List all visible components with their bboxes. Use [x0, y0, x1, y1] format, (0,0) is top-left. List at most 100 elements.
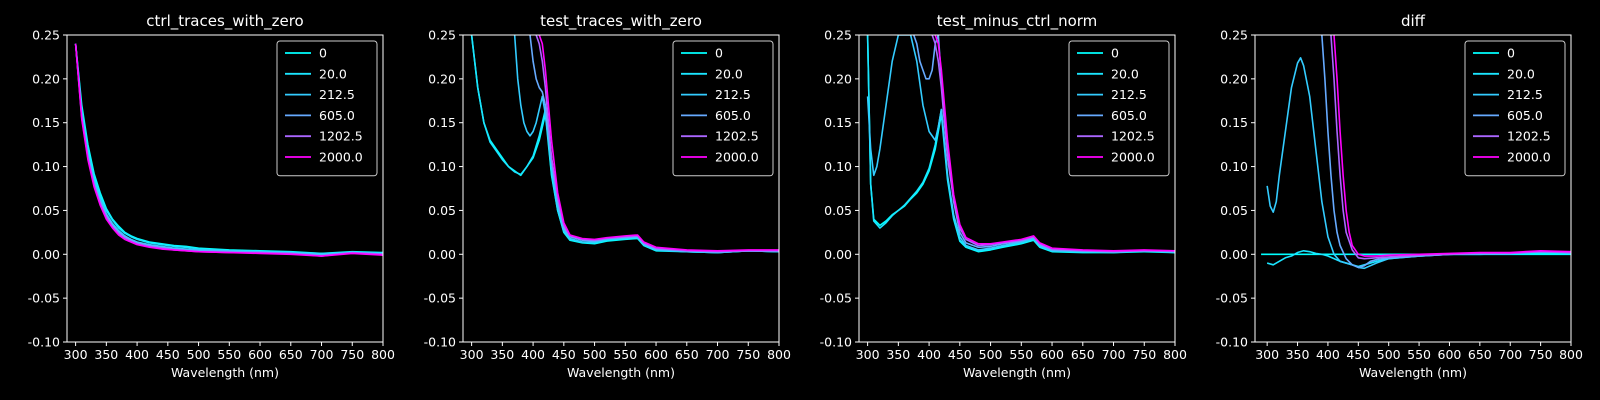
- x-tick-label: 650: [1468, 347, 1492, 362]
- y-tick-label: 0.20: [1220, 71, 1248, 86]
- x-tick-label: 700: [706, 347, 730, 362]
- chart-panel: 300 350 400 450 500 550 600 650 700 750 800 -0.10 -0…: [1216, 12, 1583, 380]
- y-tick-label: 0.05: [32, 203, 60, 218]
- x-tick-label: 500: [187, 347, 211, 362]
- y-tick-label: 0.15: [824, 115, 852, 130]
- series-line-5: [934, 35, 1175, 252]
- x-tick-label: 700: [1102, 347, 1126, 362]
- y-tick-label: 0.10: [824, 159, 852, 174]
- series-line-4: [1330, 35, 1571, 260]
- series-line-5: [1333, 35, 1571, 257]
- series-line-4: [931, 35, 1175, 253]
- x-tick-label: 750: [1132, 347, 1156, 362]
- y-tick-label: 0.15: [428, 115, 456, 130]
- y-tick-label: -0.10: [424, 335, 456, 350]
- legend-label: 0: [1507, 46, 1515, 61]
- y-tick-label: 0.05: [824, 203, 852, 218]
- x-tick-label: 450: [948, 347, 972, 362]
- series-lines: [866, 35, 1175, 254]
- y-tick-label: 0.25: [428, 28, 456, 43]
- x-tick-label: 750: [340, 347, 364, 362]
- y-tick-label: -0.10: [820, 335, 852, 350]
- legend: 0 20.0 212.5 605.0 1202.5 2000.0: [1464, 40, 1566, 177]
- legend-label: 212.5: [319, 87, 355, 102]
- legend-label: 2000.0: [1507, 150, 1551, 165]
- series-lines: [470, 35, 779, 254]
- x-tick-label: 650: [675, 347, 699, 362]
- x-tick-label: 550: [1009, 347, 1033, 362]
- x-tick-label: 400: [917, 347, 941, 362]
- legend-label: 605.0: [319, 108, 355, 123]
- series-line-4: [535, 35, 779, 253]
- legend-label: 20.0: [319, 66, 347, 81]
- x-tick-label: 500: [1377, 347, 1401, 362]
- chart-title: diff: [1401, 12, 1426, 30]
- legend-label: 0: [715, 46, 723, 61]
- x-tick-label: 350: [886, 347, 910, 362]
- x-axis-label: Wavelength (nm): [963, 365, 1071, 380]
- x-tick-label: 400: [1316, 347, 1340, 362]
- legend-label: 605.0: [1507, 108, 1543, 123]
- legend-label: 212.5: [1111, 87, 1147, 102]
- y-tick-label: 0.00: [1220, 247, 1248, 262]
- axes-frame: [1254, 34, 1572, 343]
- chart-title: ctrl_traces_with_zero: [146, 12, 303, 31]
- x-tick-label: 350: [1286, 347, 1310, 362]
- axes-frame: [66, 34, 384, 343]
- x-tick-label: 350: [490, 347, 514, 362]
- x-tick-label: 450: [552, 347, 576, 362]
- legend-label: 605.0: [715, 108, 751, 123]
- x-tick-label: 550: [1407, 347, 1431, 362]
- y-tick-label: 0.10: [428, 159, 456, 174]
- chart-panel: 300 350 400 450 500 550 600 650 700 750 800 -0.10 -0…: [28, 12, 395, 380]
- chart-panel: 300 350 400 450 500 550 600 650 700 750 800 -0.10 -0…: [424, 12, 791, 380]
- y-tick-label: -0.05: [28, 291, 60, 306]
- x-axis-label: Wavelength (nm): [567, 365, 675, 380]
- x-tick-label: 400: [125, 347, 149, 362]
- y-tick-label: 0.05: [428, 203, 456, 218]
- x-tick-label: 400: [521, 347, 545, 362]
- x-tick-label: 800: [371, 347, 395, 362]
- y-tick-label: -0.05: [424, 291, 456, 306]
- series-line-5: [538, 35, 779, 252]
- series-line-5: [74, 43, 383, 257]
- legend-label: 0: [1111, 46, 1119, 61]
- y-tick-label: 0.15: [32, 115, 60, 130]
- legend-label: 20.0: [1111, 66, 1139, 81]
- x-tick-label: 800: [767, 347, 791, 362]
- x-tick-label: 450: [156, 347, 180, 362]
- legend-label: 20.0: [715, 66, 743, 81]
- legend-label: 2000.0: [1111, 150, 1155, 165]
- x-axis-label: Wavelength (nm): [1359, 365, 1467, 380]
- x-tick-label: 550: [613, 347, 637, 362]
- y-tick-label: 0.25: [824, 28, 852, 43]
- x-tick-label: 300: [856, 347, 880, 362]
- x-tick-label: 650: [1071, 347, 1095, 362]
- y-tick-label: 0.20: [428, 71, 456, 86]
- x-tick-label: 750: [736, 347, 760, 362]
- x-tick-label: 550: [217, 347, 241, 362]
- legend-label: 212.5: [1507, 87, 1543, 102]
- legend-label: 2000.0: [715, 150, 759, 165]
- x-tick-label: 700: [310, 347, 334, 362]
- y-tick-label: -0.05: [1216, 291, 1248, 306]
- y-tick-label: 0.25: [1220, 28, 1248, 43]
- legend-label: 605.0: [1111, 108, 1147, 123]
- legend-label: 2000.0: [319, 150, 363, 165]
- x-tick-label: 500: [583, 347, 607, 362]
- y-tick-label: -0.05: [820, 291, 852, 306]
- legend-label: 20.0: [1507, 66, 1535, 81]
- legend-label: 212.5: [715, 87, 751, 102]
- legend: 0 20.0 212.5 605.0 1202.5 2000.0: [672, 40, 774, 177]
- x-tick-label: 600: [644, 347, 668, 362]
- legend-label: 1202.5: [1111, 129, 1155, 144]
- legend-label: 1202.5: [319, 129, 363, 144]
- y-tick-label: -0.10: [28, 335, 60, 350]
- x-tick-label: 300: [64, 347, 88, 362]
- y-tick-label: 0.10: [32, 159, 60, 174]
- series-line-0: [74, 43, 383, 255]
- legend: 0 20.0 212.5 605.0 1202.5 2000.0: [276, 40, 378, 177]
- y-tick-label: -0.10: [1216, 335, 1248, 350]
- x-tick-label: 300: [1255, 347, 1279, 362]
- chart-title: test_traces_with_zero: [540, 12, 702, 31]
